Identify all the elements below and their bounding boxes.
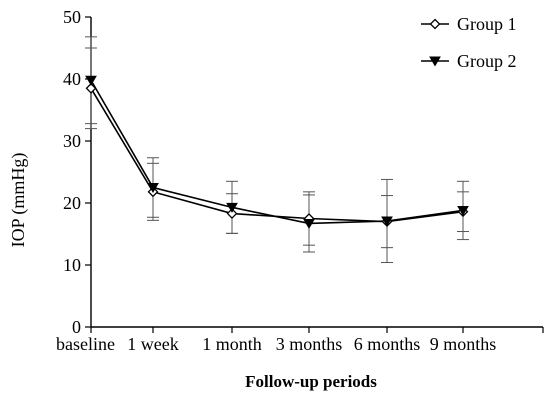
data-point-group1 bbox=[226, 208, 238, 219]
data-point-group2 bbox=[147, 183, 159, 193]
series-line-1 bbox=[90, 87, 464, 223]
y-tick-label: 0 bbox=[72, 317, 81, 337]
y-tick-label: 20 bbox=[63, 193, 81, 213]
y-tick-label: 50 bbox=[63, 7, 81, 27]
y-tick-label: 30 bbox=[63, 131, 81, 151]
data-point-group2 bbox=[303, 218, 315, 229]
series-line-2 bbox=[90, 79, 464, 225]
x-tick-label: 1 month bbox=[202, 334, 262, 354]
data-point-group2 bbox=[381, 216, 393, 227]
legend-marker bbox=[429, 56, 441, 67]
x-tick-label: 1 week bbox=[127, 334, 178, 354]
data-point-group2 bbox=[85, 75, 97, 86]
legend: Group 1 Group 2 bbox=[421, 14, 517, 71]
x-axis-title: Follow-up periods bbox=[245, 372, 377, 391]
legend-label: Group 2 bbox=[457, 51, 517, 71]
x-tick-label: baseline bbox=[56, 334, 115, 354]
axes: 0 10 20 30 40 50 baseline 1 week 1 month 3 months… bbox=[56, 7, 544, 354]
x-tick-label: 6 months bbox=[354, 334, 421, 354]
data-point-group2 bbox=[457, 205, 469, 216]
series-lines bbox=[90, 79, 464, 225]
y-tick-label: 40 bbox=[63, 69, 81, 89]
series-markers bbox=[85, 75, 469, 229]
data-point-group2 bbox=[226, 202, 238, 213]
y-axis-title: IOP (mmHg) bbox=[8, 153, 29, 248]
y-tick-label: 10 bbox=[63, 255, 81, 275]
legend-marker bbox=[429, 18, 441, 30]
x-tick-label: 9 months bbox=[430, 334, 497, 354]
legend-label: Group 1 bbox=[457, 14, 517, 34]
x-tick-label: 3 months bbox=[276, 334, 343, 354]
error-bars bbox=[85, 36, 469, 264]
data-point-group1 bbox=[85, 82, 97, 94]
